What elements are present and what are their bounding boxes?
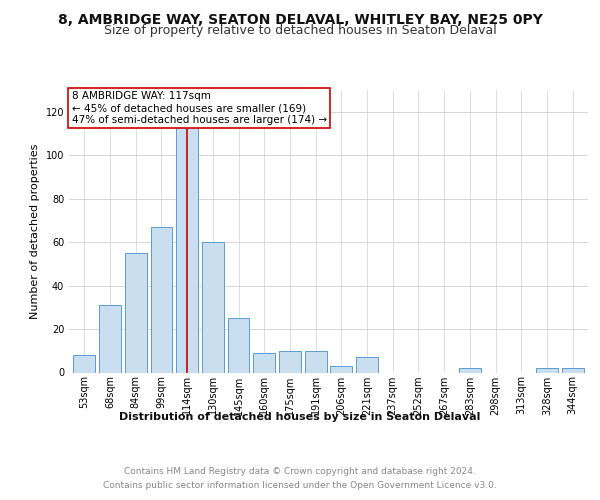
Bar <box>99 305 121 372</box>
Bar <box>279 351 301 372</box>
Bar <box>227 318 250 372</box>
Bar <box>305 351 326 372</box>
Bar <box>253 353 275 372</box>
Bar <box>562 368 584 372</box>
Bar <box>459 368 481 372</box>
Text: 8 AMBRIDGE WAY: 117sqm
← 45% of detached houses are smaller (169)
47% of semi-de: 8 AMBRIDGE WAY: 117sqm ← 45% of detached… <box>71 92 327 124</box>
Text: Size of property relative to detached houses in Seaton Delaval: Size of property relative to detached ho… <box>104 24 496 37</box>
Text: Contains public sector information licensed under the Open Government Licence v3: Contains public sector information licen… <box>103 481 497 490</box>
Bar <box>125 253 147 372</box>
Bar <box>176 118 198 372</box>
Text: Contains HM Land Registry data © Crown copyright and database right 2024.: Contains HM Land Registry data © Crown c… <box>124 468 476 476</box>
Text: 8, AMBRIDGE WAY, SEATON DELAVAL, WHITLEY BAY, NE25 0PY: 8, AMBRIDGE WAY, SEATON DELAVAL, WHITLEY… <box>58 12 542 26</box>
Bar <box>356 358 378 372</box>
Bar <box>151 227 172 372</box>
Text: Distribution of detached houses by size in Seaton Delaval: Distribution of detached houses by size … <box>119 412 481 422</box>
Bar <box>202 242 224 372</box>
Bar <box>73 355 95 372</box>
Bar <box>536 368 558 372</box>
Bar <box>331 366 352 372</box>
Y-axis label: Number of detached properties: Number of detached properties <box>30 144 40 319</box>
